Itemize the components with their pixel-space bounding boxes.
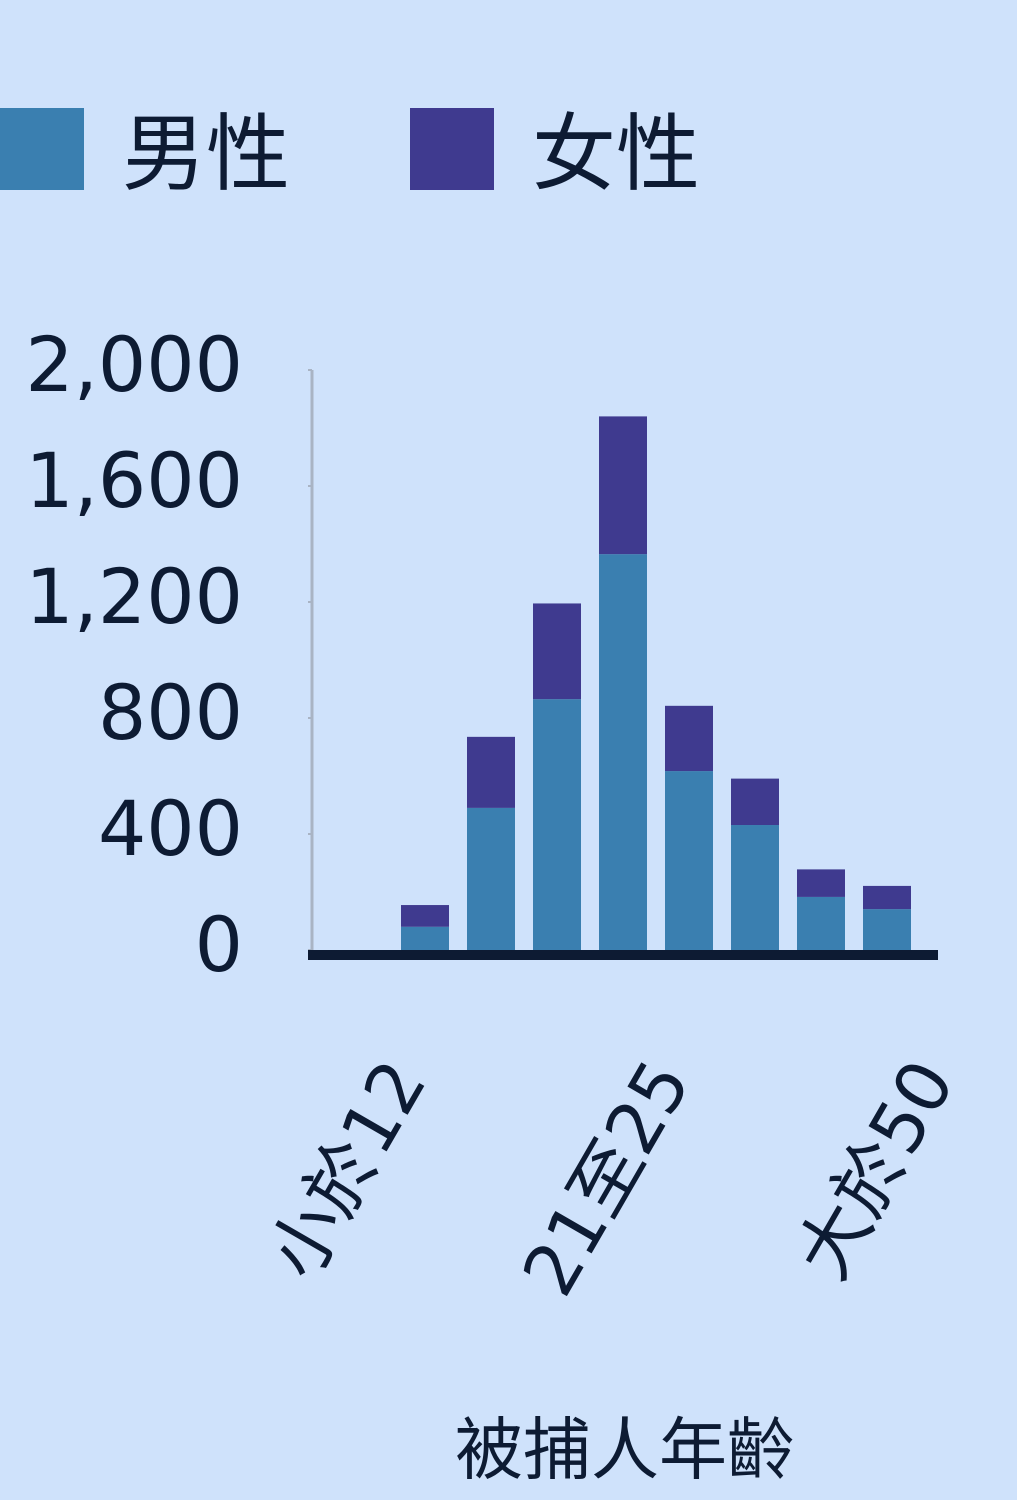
y-tick-label: 1,200	[25, 552, 243, 641]
bar-segment	[467, 736, 515, 808]
bar-segment	[599, 416, 647, 555]
bar-segment	[731, 825, 779, 950]
legend-label: 女性	[532, 105, 700, 203]
bar-segment	[401, 905, 449, 927]
bar-segment	[401, 926, 449, 950]
y-tick-label: 0	[195, 900, 243, 989]
bar-segment	[863, 909, 911, 950]
bar-segment	[863, 885, 911, 910]
bar-segment	[599, 554, 647, 950]
y-tick-label: 2,000	[25, 320, 243, 409]
y-tick-label: 1,600	[25, 436, 243, 525]
legend-swatch	[410, 108, 494, 190]
bar-segment	[665, 705, 713, 772]
bar-segment	[665, 771, 713, 950]
bar-segment	[797, 896, 845, 950]
y-tick-label: 800	[98, 668, 243, 757]
x-axis-title: 被捕人年齡	[455, 1412, 795, 1491]
bar-segment	[467, 807, 515, 950]
bar-segment	[731, 778, 779, 826]
y-tick-label: 400	[98, 784, 243, 873]
legend-swatch	[0, 108, 84, 190]
bar-segment	[533, 603, 581, 700]
bar-segment	[797, 869, 845, 897]
bar-segment	[533, 699, 581, 950]
legend-label: 男性	[122, 105, 290, 203]
